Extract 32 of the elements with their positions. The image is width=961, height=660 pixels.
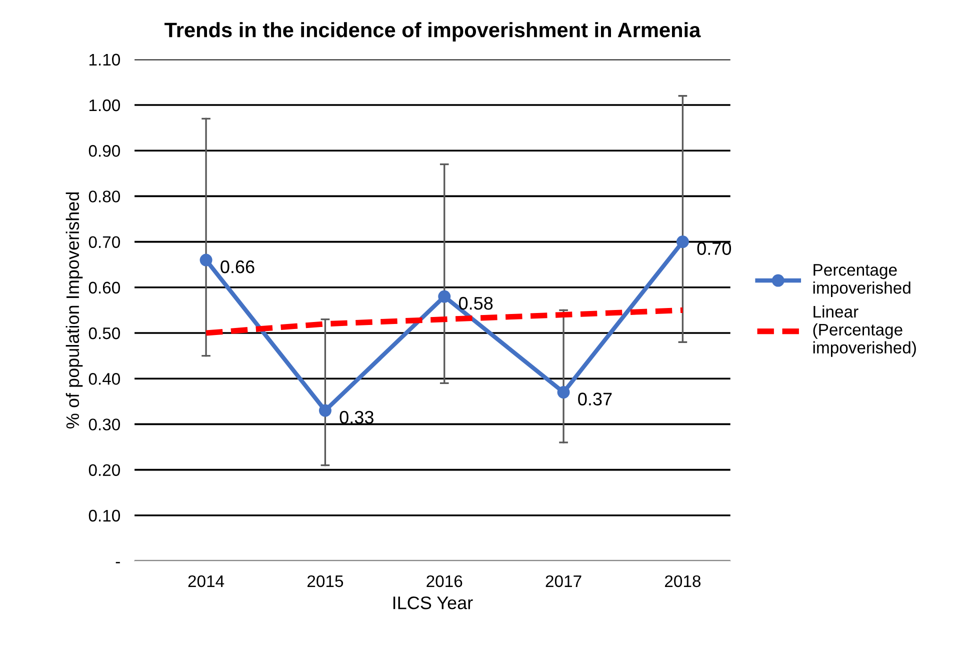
data-label: 0.33: [340, 410, 374, 424]
y-tick-label: 0.30: [88, 418, 120, 430]
y-tick-label: 0.80: [88, 190, 120, 202]
data-label: 0.58: [458, 296, 493, 310]
y-tick-label: -: [116, 562, 120, 564]
y-tick-label: 0.90: [88, 145, 120, 157]
y-axis-title: % of population Impoverished: [66, 192, 83, 428]
y-tick-label: 0.60: [88, 282, 120, 294]
x-tick-label: 2017: [546, 575, 582, 588]
legend-label: Percentage impoverished: [813, 264, 910, 298]
data-label: 0.70: [697, 242, 732, 255]
y-tick-label: 1.10: [89, 54, 120, 66]
y-tick-label: 0.20: [88, 464, 120, 476]
y-tick-label: 0.40: [88, 373, 120, 385]
x-axis-title: ILCS Year: [393, 596, 473, 610]
data-label: 0.37: [578, 392, 612, 406]
y-tick-label: 0.50: [88, 327, 120, 340]
point: [200, 254, 212, 266]
legend-label: Linear (Percentage impoverished): [813, 305, 916, 357]
point: [318, 404, 332, 417]
x-tick-label: 2016: [426, 575, 462, 588]
data-label: 0.66: [220, 260, 254, 274]
chart-title: Trends in the incidence of impoverishment in Armenia: [164, 22, 701, 42]
y-tick-label: 0.70: [88, 236, 120, 248]
point: [438, 290, 451, 303]
point: [676, 236, 689, 248]
y-tick-label: 1.00: [89, 99, 120, 112]
x-tick-label: 2014: [188, 575, 224, 588]
point: [557, 386, 570, 399]
y-tick-label: 0.10: [88, 510, 120, 522]
x-tick-label: 2018: [664, 575, 701, 588]
x-tick-label: 2015: [308, 575, 344, 588]
